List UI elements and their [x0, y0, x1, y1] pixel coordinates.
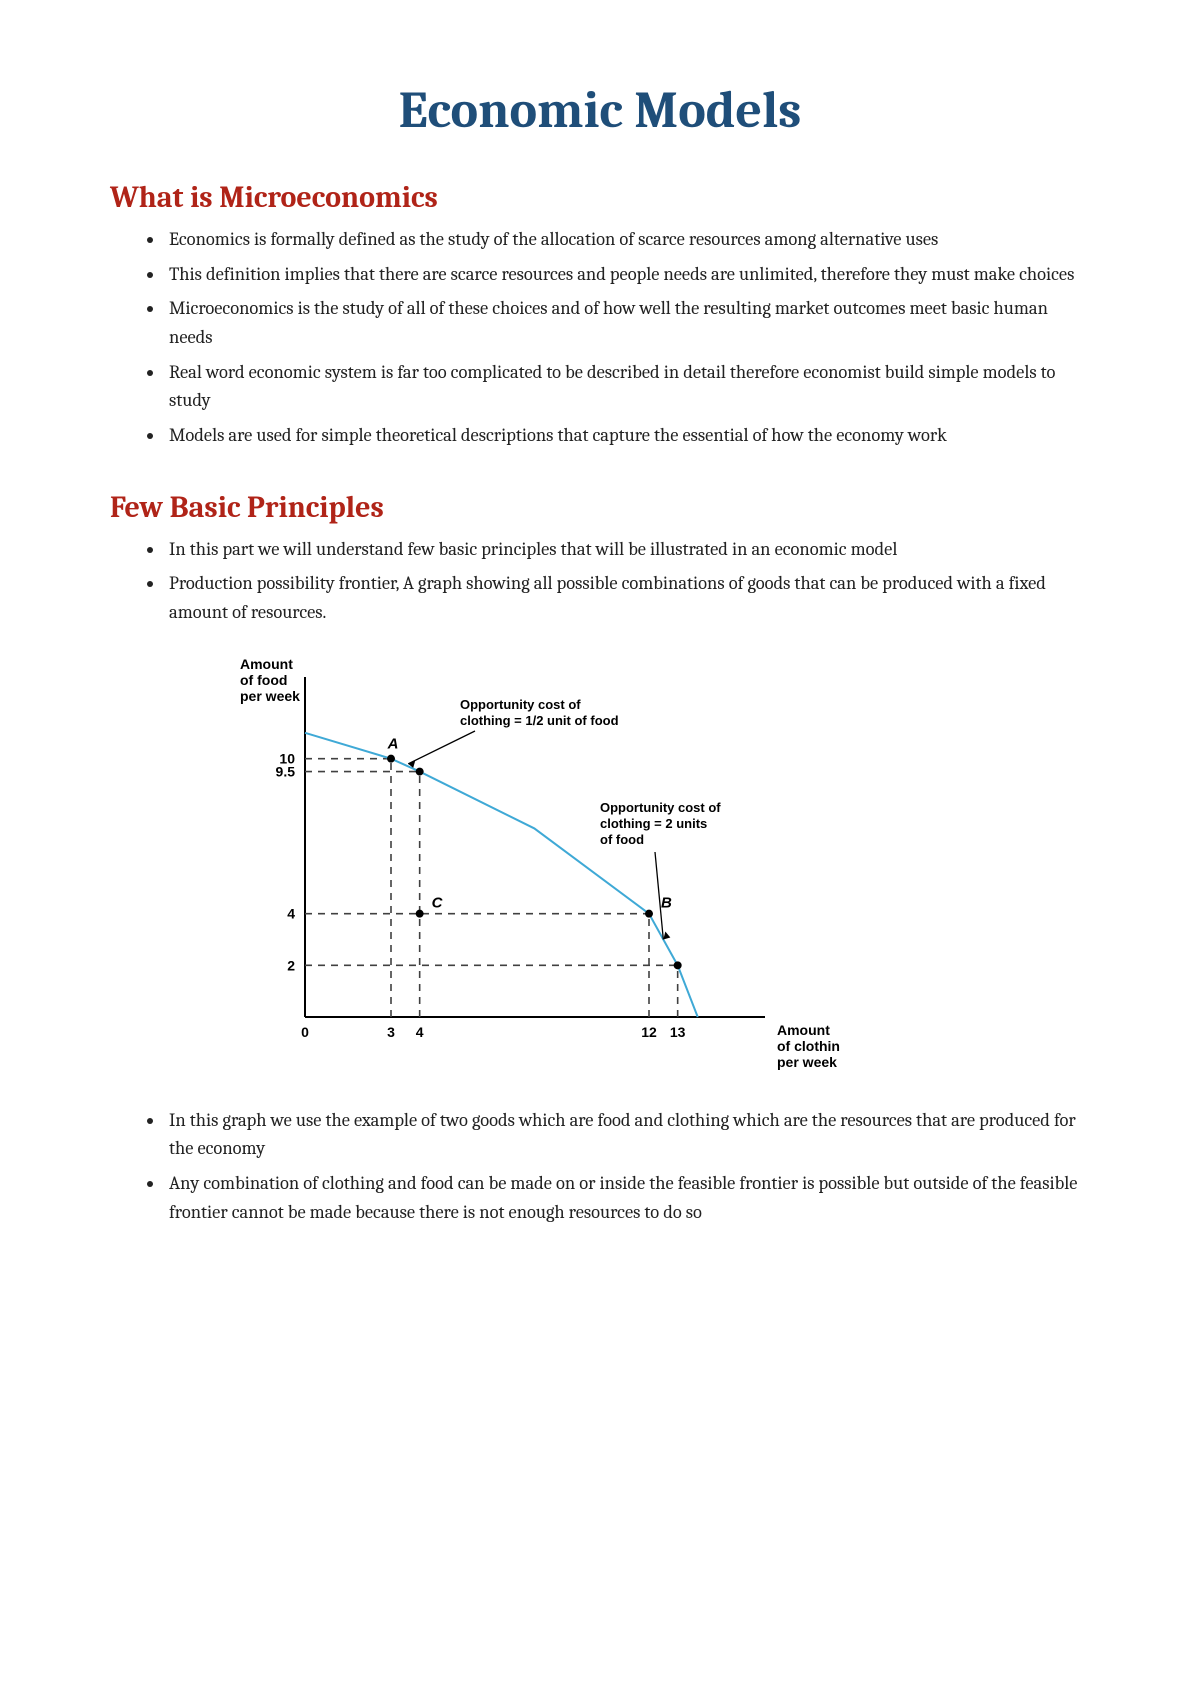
svg-text:B: B [661, 894, 672, 911]
page: Economic Models What is Microeconomics E… [0, 0, 1200, 1695]
svg-text:clothing = 2 units: clothing = 2 units [600, 816, 707, 831]
svg-text:12: 12 [641, 1024, 657, 1040]
svg-text:of food: of food [600, 832, 644, 847]
svg-text:4: 4 [287, 905, 295, 921]
list-item: Economics is formally defined as the stu… [165, 225, 1090, 254]
svg-text:3: 3 [387, 1024, 395, 1040]
svg-text:4: 4 [416, 1024, 424, 1040]
list-item: Microeconomics is the study of all of th… [165, 294, 1090, 351]
svg-text:Opportunity cost of: Opportunity cost of [460, 697, 581, 712]
section-heading-principles: Few Basic Principles [110, 490, 1090, 525]
svg-text:13: 13 [670, 1024, 686, 1040]
list-item: This definition implies that there are s… [165, 260, 1090, 289]
svg-text:Amount: Amount [240, 656, 293, 672]
svg-text:of food: of food [240, 672, 287, 688]
svg-text:clothing = 1/2 unit of food: clothing = 1/2 unit of food [460, 713, 619, 728]
svg-text:C: C [432, 894, 444, 911]
ppf-chart: Amountof foodper weekAmountof clothingpe… [200, 647, 840, 1081]
page-title: Economic Models [110, 80, 1090, 140]
section2-bullets-before: In this part we will understand few basi… [110, 535, 1090, 627]
svg-text:per week: per week [240, 688, 300, 704]
svg-text:Opportunity cost of: Opportunity cost of [600, 800, 721, 815]
svg-text:per week: per week [777, 1054, 837, 1070]
svg-text:of clothing: of clothing [777, 1038, 840, 1054]
list-item: In this graph we use the example of two … [165, 1106, 1090, 1163]
list-item: Any combination of clothing and food can… [165, 1169, 1090, 1226]
section-heading-microeconomics: What is Microeconomics [110, 180, 1090, 215]
section2-bullets-after: In this graph we use the example of two … [110, 1106, 1090, 1227]
svg-text:2: 2 [287, 957, 295, 973]
list-item: In this part we will understand few basi… [165, 535, 1090, 564]
section1-bullets: Economics is formally defined as the stu… [110, 225, 1090, 450]
list-item: Production possibility frontier, A graph… [165, 569, 1090, 626]
svg-text:A: A [387, 735, 399, 752]
svg-text:0: 0 [301, 1024, 309, 1040]
list-item: Real word economic system is far too com… [165, 358, 1090, 415]
svg-text:Amount: Amount [777, 1022, 830, 1038]
list-item: Models are used for simple theoretical d… [165, 421, 1090, 450]
svg-text:9.5: 9.5 [276, 763, 296, 779]
